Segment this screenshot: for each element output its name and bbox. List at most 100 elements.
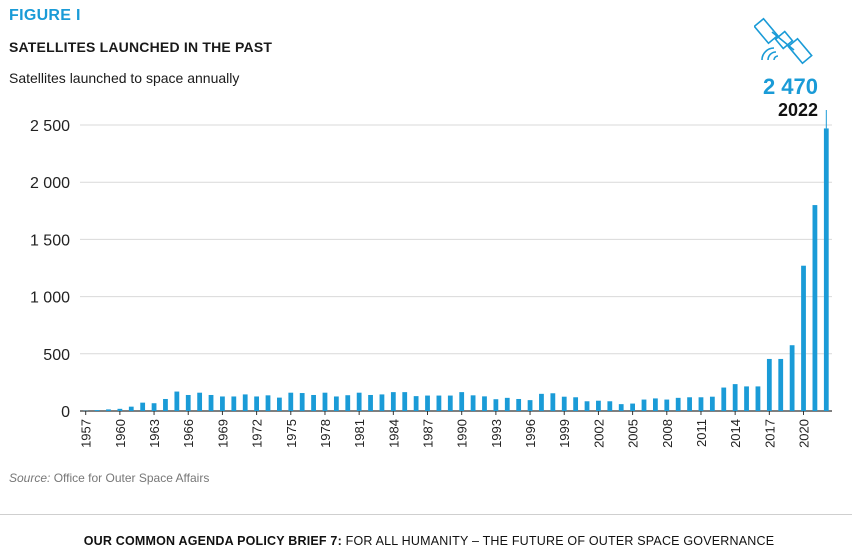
y-tick-label: 0 [61,404,70,421]
x-tick-label: 2014 [728,419,743,448]
x-tick-label: 1999 [557,419,572,448]
bar [174,391,180,411]
bar [482,396,487,411]
bar [356,392,362,411]
x-tick-label: 1987 [421,419,436,448]
bar [459,392,465,411]
x-tick-label: 2017 [762,419,777,448]
bar [618,404,624,411]
x-tick-label: 1969 [215,419,230,448]
x-tick-label: 1993 [489,419,504,448]
callout-value: 2 470 [762,74,818,99]
bar [140,402,146,411]
bar [755,386,761,411]
bar [527,400,533,411]
figure-label: FIGURE I [9,7,81,24]
bar [675,397,681,411]
bar [721,387,727,411]
x-tick-label: 1996 [523,419,538,448]
callout-year: 2022 [777,100,818,120]
bar [561,396,567,411]
bar [470,395,476,411]
bar [630,403,635,411]
bar [539,393,544,411]
source-label: Source: [9,471,51,485]
bar [231,396,237,411]
x-tick-label: 1975 [284,419,299,448]
bar [277,397,282,411]
satellite-icon [754,17,813,65]
bar [390,392,396,411]
bar [254,396,259,411]
bar [128,406,134,411]
bar-chart: 0 500 1 000 1 500 2 000 2 500 1957 1960 1963 1966… [30,110,832,448]
bar [242,394,248,411]
bar [778,358,784,411]
footer-text: FOR ALL HUMANITY – THE FUTURE OF OUTER S… [345,534,775,548]
bar [789,345,795,411]
page-footer: OUR COMMON AGENDA POLICY BRIEF 7: FOR AL… [0,534,858,548]
y-tick-label: 1 500 [30,232,70,249]
y-tick-label: 500 [43,347,70,364]
bar [584,401,590,411]
bar [288,392,294,411]
bar [197,392,203,411]
bar [94,410,100,411]
x-tick-label: 2011 [694,419,709,447]
bar [151,403,157,411]
chart-title: SATELLITES LAUNCHED IN THE PAST [9,39,273,55]
bar [447,395,453,411]
bar [117,408,123,411]
bar [333,396,339,411]
bar [766,358,772,411]
bar [732,384,738,411]
bar [220,396,225,411]
x-tick-label: 1984 [386,419,401,448]
chart-subtitle: Satellites launched to space annually [9,70,240,86]
x-tick-label: 1978 [318,419,333,448]
bar [664,399,670,411]
bar [345,395,351,411]
x-tick-label: 2002 [591,419,606,448]
bar [709,396,715,411]
footer-divider [0,514,852,515]
bar [550,393,556,411]
y-tick-label: 2 500 [30,118,70,135]
y-tick-label: 2 000 [30,175,70,192]
bar [801,265,806,411]
bar [436,395,442,411]
bar [413,396,419,411]
bar [402,392,408,411]
bar [607,401,613,411]
bar [823,128,829,411]
bar [265,395,271,411]
bar [504,397,510,411]
bar [208,394,214,411]
y-tick-label: 1 000 [30,290,70,307]
bar [653,398,658,411]
bar [596,400,601,411]
bar [516,398,522,411]
bar [368,394,373,411]
x-tick-label: 1957 [79,419,94,448]
bar [425,395,430,411]
x-tick-label: 2005 [626,419,641,448]
bar [322,392,328,411]
x-tick-label: 2008 [660,419,675,448]
bar [641,399,647,411]
bar [698,397,704,411]
x-tick-label: 1990 [455,419,470,448]
x-tick-label: 1981 [352,419,367,448]
bar [744,386,749,411]
x-tick-label: 1963 [147,419,162,448]
x-tick-label: 1972 [250,419,265,448]
bar [185,394,191,411]
bar [311,394,316,411]
bar [379,394,385,411]
highlight-callout: 2 470 2022 [740,8,826,120]
x-tick-label: 2020 [797,419,812,448]
footer-bold: OUR COMMON AGENDA POLICY BRIEF 7: [83,534,342,548]
bar [106,409,111,411]
x-tick-label: 1966 [181,419,196,448]
source-text: Office for Outer Space Affairs [53,471,210,485]
